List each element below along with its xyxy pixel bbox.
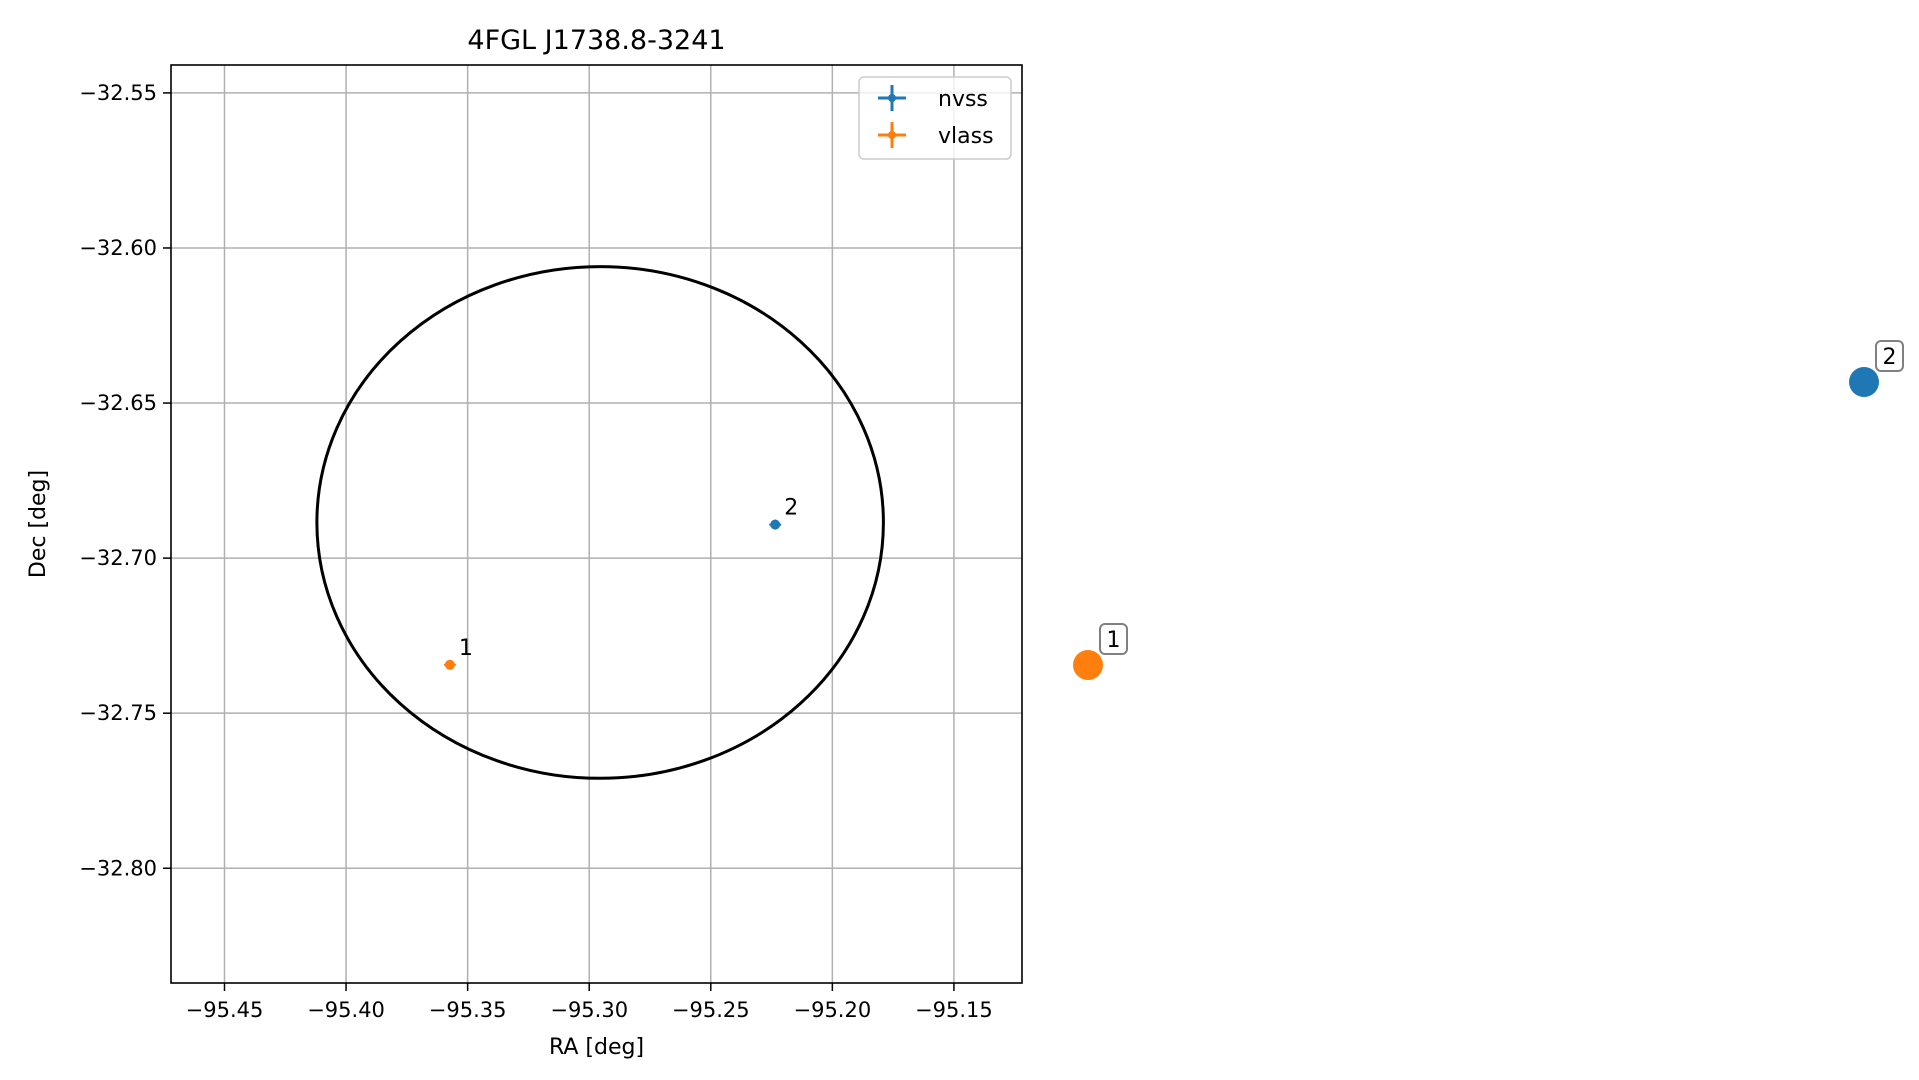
vlass-point — [444, 659, 455, 670]
x-tick-label: −95.25 — [672, 998, 750, 1022]
y-tick-label: −32.55 — [79, 81, 157, 105]
grid — [171, 65, 1022, 983]
nvss-point-label: 2 — [784, 496, 798, 521]
x-axis-label: RA [deg] — [549, 1035, 644, 1060]
legend: nvss vlass — [858, 76, 1012, 160]
y-tick-label: −32.60 — [79, 236, 157, 260]
nvss-point — [770, 519, 781, 530]
error-ellipse — [315, 265, 885, 780]
plot-frame — [170, 64, 1023, 984]
data-points: 21 — [443, 496, 798, 670]
legend-nvss-label: nvss — [938, 87, 988, 112]
chart-title: 4FGL J1738.8-3241 — [467, 25, 725, 56]
y-tick-label: −32.75 — [79, 701, 157, 725]
axis-ticks: −95.45 −95.40 −95.35 −95.30 −95.25 −95.20 −95.… — [79, 81, 992, 1022]
outside-label-1: 1 — [1107, 628, 1121, 653]
x-tick-label: −95.40 — [307, 998, 385, 1022]
y-tick-label: −32.80 — [79, 856, 157, 880]
legend-nvss-marker — [888, 94, 896, 102]
x-tick-label: −95.45 — [186, 998, 264, 1022]
outside-marker-2 — [1849, 367, 1879, 397]
legend-vlass-marker — [888, 131, 896, 139]
legend-vlass-label: vlass — [938, 124, 994, 149]
outside-marker-1 — [1073, 650, 1103, 680]
y-tick-label: −32.65 — [79, 391, 157, 415]
y-axis-label: Dec [deg] — [26, 470, 51, 578]
x-tick-label: −95.15 — [915, 998, 993, 1022]
x-tick-label: −95.35 — [429, 998, 507, 1022]
y-tick-label: −32.70 — [79, 546, 157, 570]
x-tick-label: −95.30 — [550, 998, 628, 1022]
outside-label-box-1 — [1099, 623, 1128, 655]
outside-label-box-2 — [1875, 340, 1904, 372]
x-tick-label: −95.20 — [793, 998, 871, 1022]
outside-markers: 21 — [1073, 340, 1904, 680]
legend-entries: nvss vlass — [878, 85, 994, 149]
vlass-point-label: 1 — [459, 636, 473, 661]
outside-label-2: 2 — [1883, 345, 1897, 370]
